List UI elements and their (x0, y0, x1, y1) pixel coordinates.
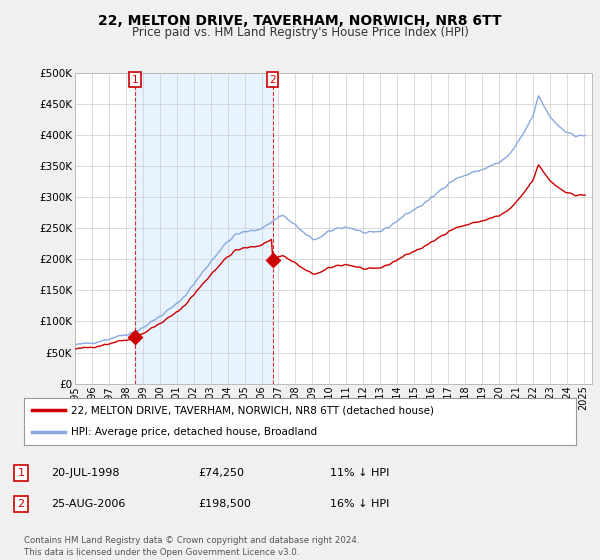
Text: £74,250: £74,250 (198, 468, 244, 478)
Text: 1: 1 (17, 468, 25, 478)
Text: 16% ↓ HPI: 16% ↓ HPI (330, 499, 389, 509)
Bar (135, 73, 272, 384)
Text: HPI: Average price, detached house, Broadland: HPI: Average price, detached house, Broa… (71, 427, 317, 437)
Text: 20-JUL-1998: 20-JUL-1998 (51, 468, 119, 478)
Text: Contains HM Land Registry data © Crown copyright and database right 2024.
This d: Contains HM Land Registry data © Crown c… (24, 536, 359, 557)
Text: £198,500: £198,500 (198, 499, 251, 509)
Text: 22, MELTON DRIVE, TAVERHAM, NORWICH, NR8 6TT: 22, MELTON DRIVE, TAVERHAM, NORWICH, NR8… (98, 14, 502, 28)
Text: Price paid vs. HM Land Registry's House Price Index (HPI): Price paid vs. HM Land Registry's House … (131, 26, 469, 39)
Text: 11% ↓ HPI: 11% ↓ HPI (330, 468, 389, 478)
Text: 25-AUG-2006: 25-AUG-2006 (51, 499, 125, 509)
Text: 22, MELTON DRIVE, TAVERHAM, NORWICH, NR8 6TT (detached house): 22, MELTON DRIVE, TAVERHAM, NORWICH, NR8… (71, 405, 434, 416)
Text: 2: 2 (269, 74, 276, 85)
Text: 2: 2 (17, 499, 25, 509)
Text: 1: 1 (132, 74, 139, 85)
